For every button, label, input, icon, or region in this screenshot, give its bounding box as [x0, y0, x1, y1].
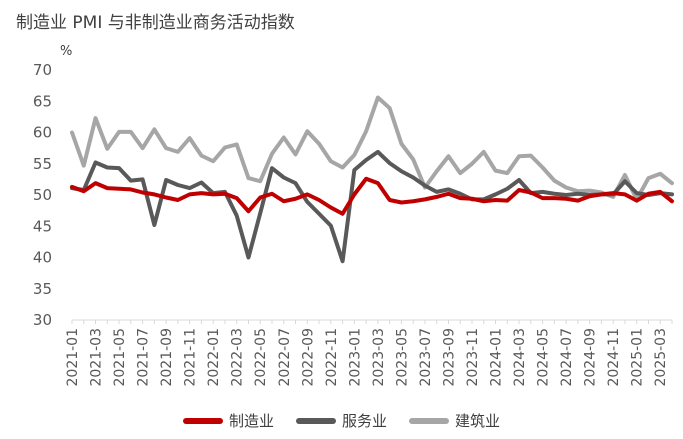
x-tick-label: 2021-05 [112, 328, 128, 387]
legend-label-services: 服务业 [341, 412, 387, 430]
x-tick-label: 2025-03 [653, 328, 669, 387]
y-tick-label: 50 [33, 186, 52, 204]
legend-item-construction: 建筑业 [409, 410, 500, 431]
x-tick-label: 2022-11 [324, 328, 340, 387]
x-tick-label: 2022-05 [253, 328, 269, 387]
x-tick-label: 2025-01 [630, 328, 646, 387]
y-tick-label: 65 [33, 92, 52, 110]
y-tick-label: 55 [33, 155, 52, 173]
x-tick-label: 2023-07 [418, 328, 434, 387]
legend-item-services: 服务业 [295, 410, 387, 431]
x-tick-label: 2024-11 [606, 328, 622, 387]
x-tick-label: 2022-07 [277, 328, 293, 387]
legend-label-manufacturing: 制造业 [228, 412, 274, 430]
x-tick-label: 2023-03 [371, 328, 387, 387]
x-tick-label: 2022-01 [206, 328, 222, 387]
legend-label-construction: 建筑业 [455, 412, 501, 430]
legend-swatch-construction [409, 417, 449, 424]
y-tick-label: 45 [33, 217, 52, 235]
x-tick-label: 2024-07 [559, 328, 575, 387]
x-tick-label: 2021-01 [65, 328, 81, 387]
legend-item-manufacturing: 制造业 [182, 410, 274, 431]
y-tick-label: 60 [33, 124, 52, 142]
y-tick-label: 40 [33, 249, 52, 267]
y-tick-label: 30 [33, 311, 52, 329]
x-tick-label: 2021-03 [89, 328, 105, 387]
x-tick-label: 2024-09 [583, 328, 599, 387]
series-line-services [70, 149, 674, 264]
x-tick-label: 2023-05 [394, 328, 410, 387]
legend-swatch-services [295, 417, 336, 424]
x-tick-label: 2021-07 [136, 328, 152, 387]
legend-swatch-manufacturing [182, 417, 223, 424]
series-line-construction [70, 95, 674, 202]
x-tick-label: 2022-03 [230, 328, 246, 387]
y-unit-label: % [60, 44, 73, 59]
x-tick-label: 2024-05 [536, 328, 552, 387]
series-line-manufacturing [70, 176, 674, 216]
x-tick-label: 2024-03 [512, 328, 528, 387]
y-tick-label: 35 [33, 280, 52, 298]
y-tick-label: 70 [33, 61, 52, 79]
x-tick-label: 2023-09 [441, 328, 457, 387]
x-tick-label: 2024-01 [489, 328, 505, 387]
legend: 制造业 服务业 建筑业 [0, 410, 683, 431]
x-tick-label: 2021-09 [159, 328, 175, 387]
x-tick-label: 2023-01 [347, 328, 363, 387]
x-tick-label: 2022-09 [300, 328, 316, 387]
chart-title: 制造业 PMI 与非制造业商务活动指数 [16, 13, 295, 33]
x-tick-label: 2021-11 [183, 328, 199, 387]
x-tick-label: 2023-11 [465, 328, 481, 387]
